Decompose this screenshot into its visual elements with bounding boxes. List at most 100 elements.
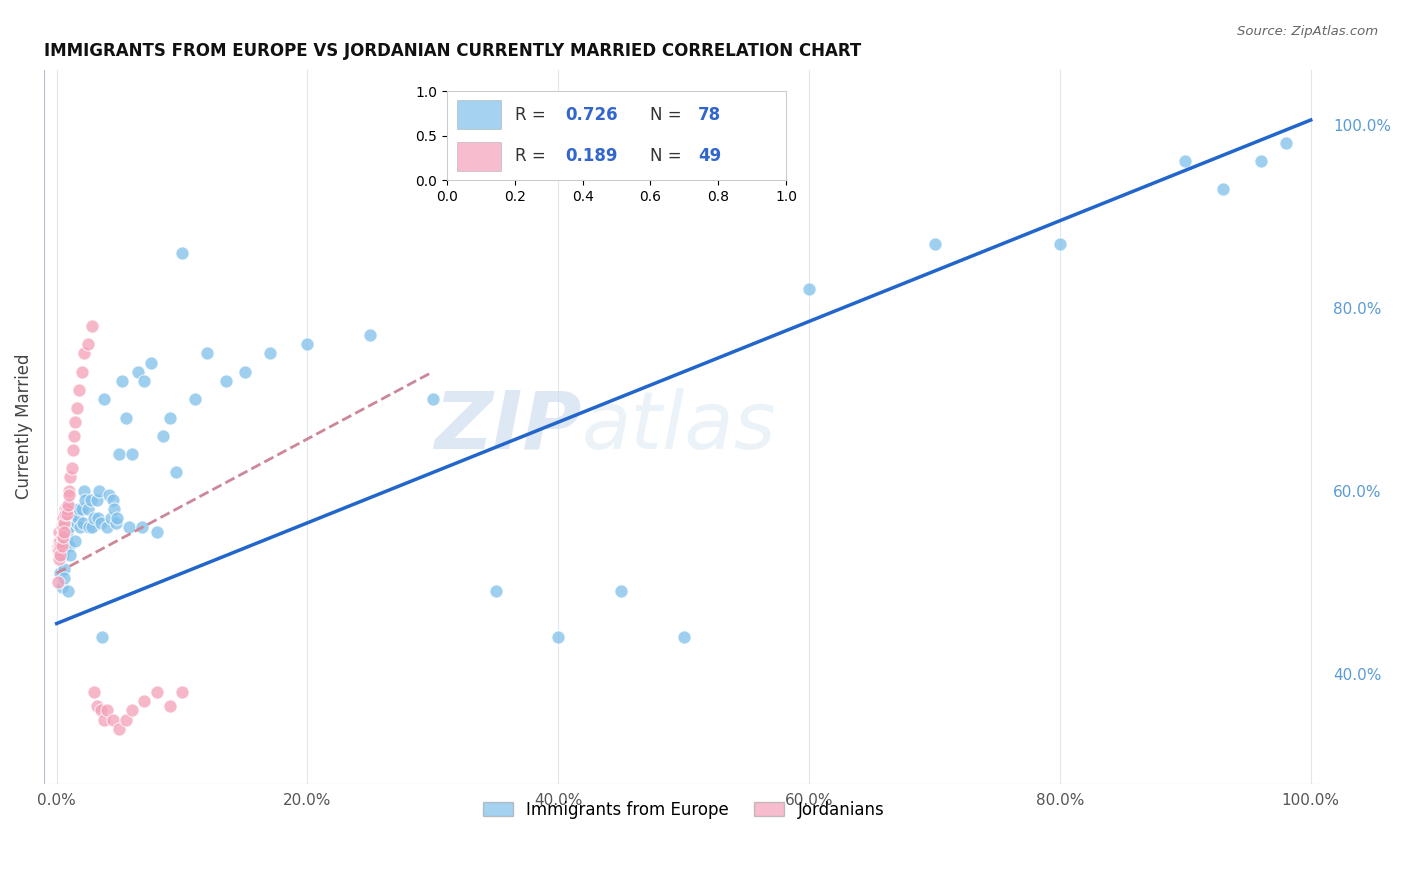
Point	[359, 328, 381, 343]
Point	[49, 566, 72, 581]
Point	[90, 630, 112, 644]
Point	[55, 507, 77, 521]
Point	[66, 516, 89, 530]
Legend: Immigrants from Europe, Jordanians: Immigrants from Europe, Jordanians	[477, 794, 891, 825]
Text: Source: ZipAtlas.com: Source: ZipAtlas.com	[1237, 25, 1378, 38]
Point	[86, 698, 108, 713]
Point	[101, 492, 124, 507]
Point	[159, 698, 181, 713]
Point	[1174, 154, 1197, 169]
Point	[134, 374, 156, 388]
Point	[46, 539, 69, 553]
Point	[105, 511, 128, 525]
Point	[183, 392, 205, 407]
Point	[159, 410, 181, 425]
Point	[77, 520, 100, 534]
Point	[195, 346, 218, 360]
Point	[63, 507, 86, 521]
Point	[58, 488, 80, 502]
Point	[62, 442, 84, 457]
Point	[1250, 154, 1272, 169]
Point	[55, 534, 77, 549]
Point	[672, 630, 695, 644]
Point	[1212, 182, 1234, 196]
Point	[98, 488, 121, 502]
Point	[63, 429, 86, 443]
Point	[59, 470, 82, 484]
Point	[1049, 236, 1071, 251]
Point	[79, 492, 101, 507]
Point	[59, 548, 82, 562]
Point	[58, 520, 80, 534]
Point	[72, 516, 94, 530]
Point	[259, 346, 281, 360]
Point	[48, 543, 70, 558]
Point	[77, 337, 100, 351]
Point	[797, 282, 820, 296]
Point	[114, 410, 136, 425]
Point	[65, 415, 87, 429]
Point	[152, 429, 174, 443]
Point	[170, 685, 193, 699]
Point	[58, 483, 80, 498]
Point	[146, 524, 169, 539]
Point	[48, 543, 70, 558]
Point	[51, 539, 73, 553]
Point	[70, 365, 93, 379]
Point	[48, 524, 70, 539]
Point	[55, 502, 77, 516]
Point	[610, 584, 633, 599]
Point	[118, 520, 141, 534]
Point	[51, 580, 73, 594]
Y-axis label: Currently Married: Currently Married	[15, 354, 32, 500]
Point	[55, 524, 77, 539]
Point	[73, 483, 96, 498]
Text: atlas: atlas	[581, 388, 776, 466]
Point	[101, 713, 124, 727]
Point	[547, 630, 569, 644]
Point	[146, 685, 169, 699]
Point	[70, 502, 93, 516]
Point	[55, 539, 77, 553]
Point	[96, 704, 118, 718]
Point	[83, 685, 105, 699]
Point	[80, 318, 103, 333]
Text: IMMIGRANTS FROM EUROPE VS JORDANIAN CURRENTLY MARRIED CORRELATION CHART: IMMIGRANTS FROM EUROPE VS JORDANIAN CURR…	[44, 42, 862, 60]
Point	[233, 365, 256, 379]
Point	[215, 374, 238, 388]
Point	[80, 520, 103, 534]
Point	[104, 516, 127, 530]
Point	[46, 575, 69, 590]
Point	[111, 374, 134, 388]
Point	[66, 511, 89, 525]
Point	[53, 524, 76, 539]
Point	[89, 483, 111, 498]
Point	[55, 507, 77, 521]
Point	[121, 447, 143, 461]
Point	[60, 461, 83, 475]
Point	[134, 694, 156, 708]
Point	[49, 539, 72, 553]
Point	[69, 520, 91, 534]
Point	[67, 502, 90, 516]
Point	[52, 534, 75, 549]
Point	[51, 520, 73, 534]
Point	[49, 548, 72, 562]
Point	[90, 704, 112, 718]
Point	[58, 539, 80, 553]
Point	[422, 392, 444, 407]
Point	[56, 584, 79, 599]
Point	[1274, 136, 1296, 150]
Point	[87, 511, 110, 525]
Point	[48, 552, 70, 566]
Point	[62, 502, 84, 516]
Point	[55, 524, 77, 539]
Point	[86, 492, 108, 507]
Point	[60, 507, 83, 521]
Point	[53, 516, 76, 530]
Point	[90, 516, 112, 530]
Point	[65, 534, 87, 549]
Point	[100, 511, 122, 525]
Point	[131, 520, 153, 534]
Text: ZIP: ZIP	[434, 388, 581, 466]
